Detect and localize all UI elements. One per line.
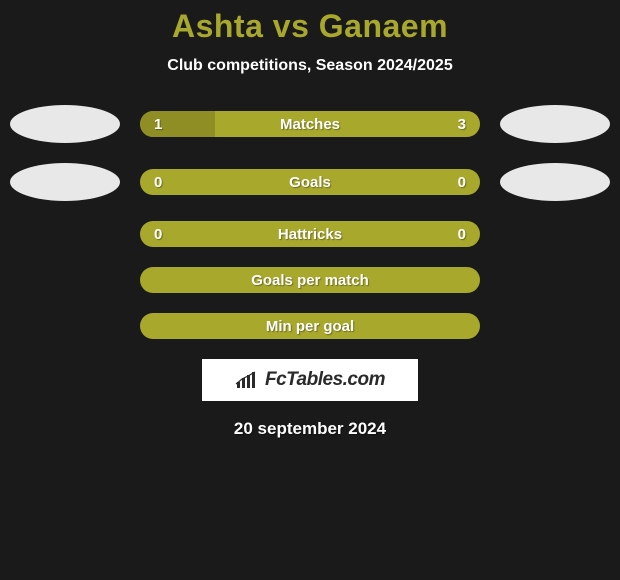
- player-left-badge: [10, 105, 120, 143]
- stat-row-goals: 0 Goals 0: [0, 163, 620, 201]
- stat-label: Goals: [140, 174, 480, 191]
- stat-right-value: 0: [458, 174, 466, 191]
- stat-label: Goals per match: [140, 272, 480, 289]
- stat-bar: 1 Matches 3: [140, 111, 480, 137]
- stat-bar: 0 Goals 0: [140, 169, 480, 195]
- chart-bars-icon: [235, 370, 261, 390]
- stat-row-min-per-goal: Min per goal: [140, 313, 480, 339]
- player-right-badge: [500, 163, 610, 201]
- player-left-badge: [10, 163, 120, 201]
- brand-logo-text: FcTables.com: [265, 369, 385, 391]
- stat-label: Hattricks: [140, 226, 480, 243]
- stat-row-hattricks: 0 Hattricks 0: [0, 221, 620, 247]
- stat-row-goals-per-match: Goals per match: [140, 267, 480, 293]
- infographic-container: Ashta vs Ganaem Club competitions, Seaso…: [0, 0, 620, 439]
- stat-row-matches: 1 Matches 3: [0, 105, 620, 143]
- stat-right-value: 3: [458, 116, 466, 133]
- player-right-badge: [500, 105, 610, 143]
- stat-bar: 0 Hattricks 0: [140, 221, 480, 247]
- stat-right-value: 0: [458, 226, 466, 243]
- date-text: 20 september 2024: [0, 419, 620, 439]
- stat-label: Min per goal: [140, 318, 480, 335]
- page-title: Ashta vs Ganaem: [0, 8, 620, 45]
- page-subtitle: Club competitions, Season 2024/2025: [0, 57, 620, 75]
- stat-label: Matches: [140, 116, 480, 133]
- brand-logo: FcTables.com: [235, 369, 385, 391]
- brand-logo-box: FcTables.com: [202, 359, 418, 401]
